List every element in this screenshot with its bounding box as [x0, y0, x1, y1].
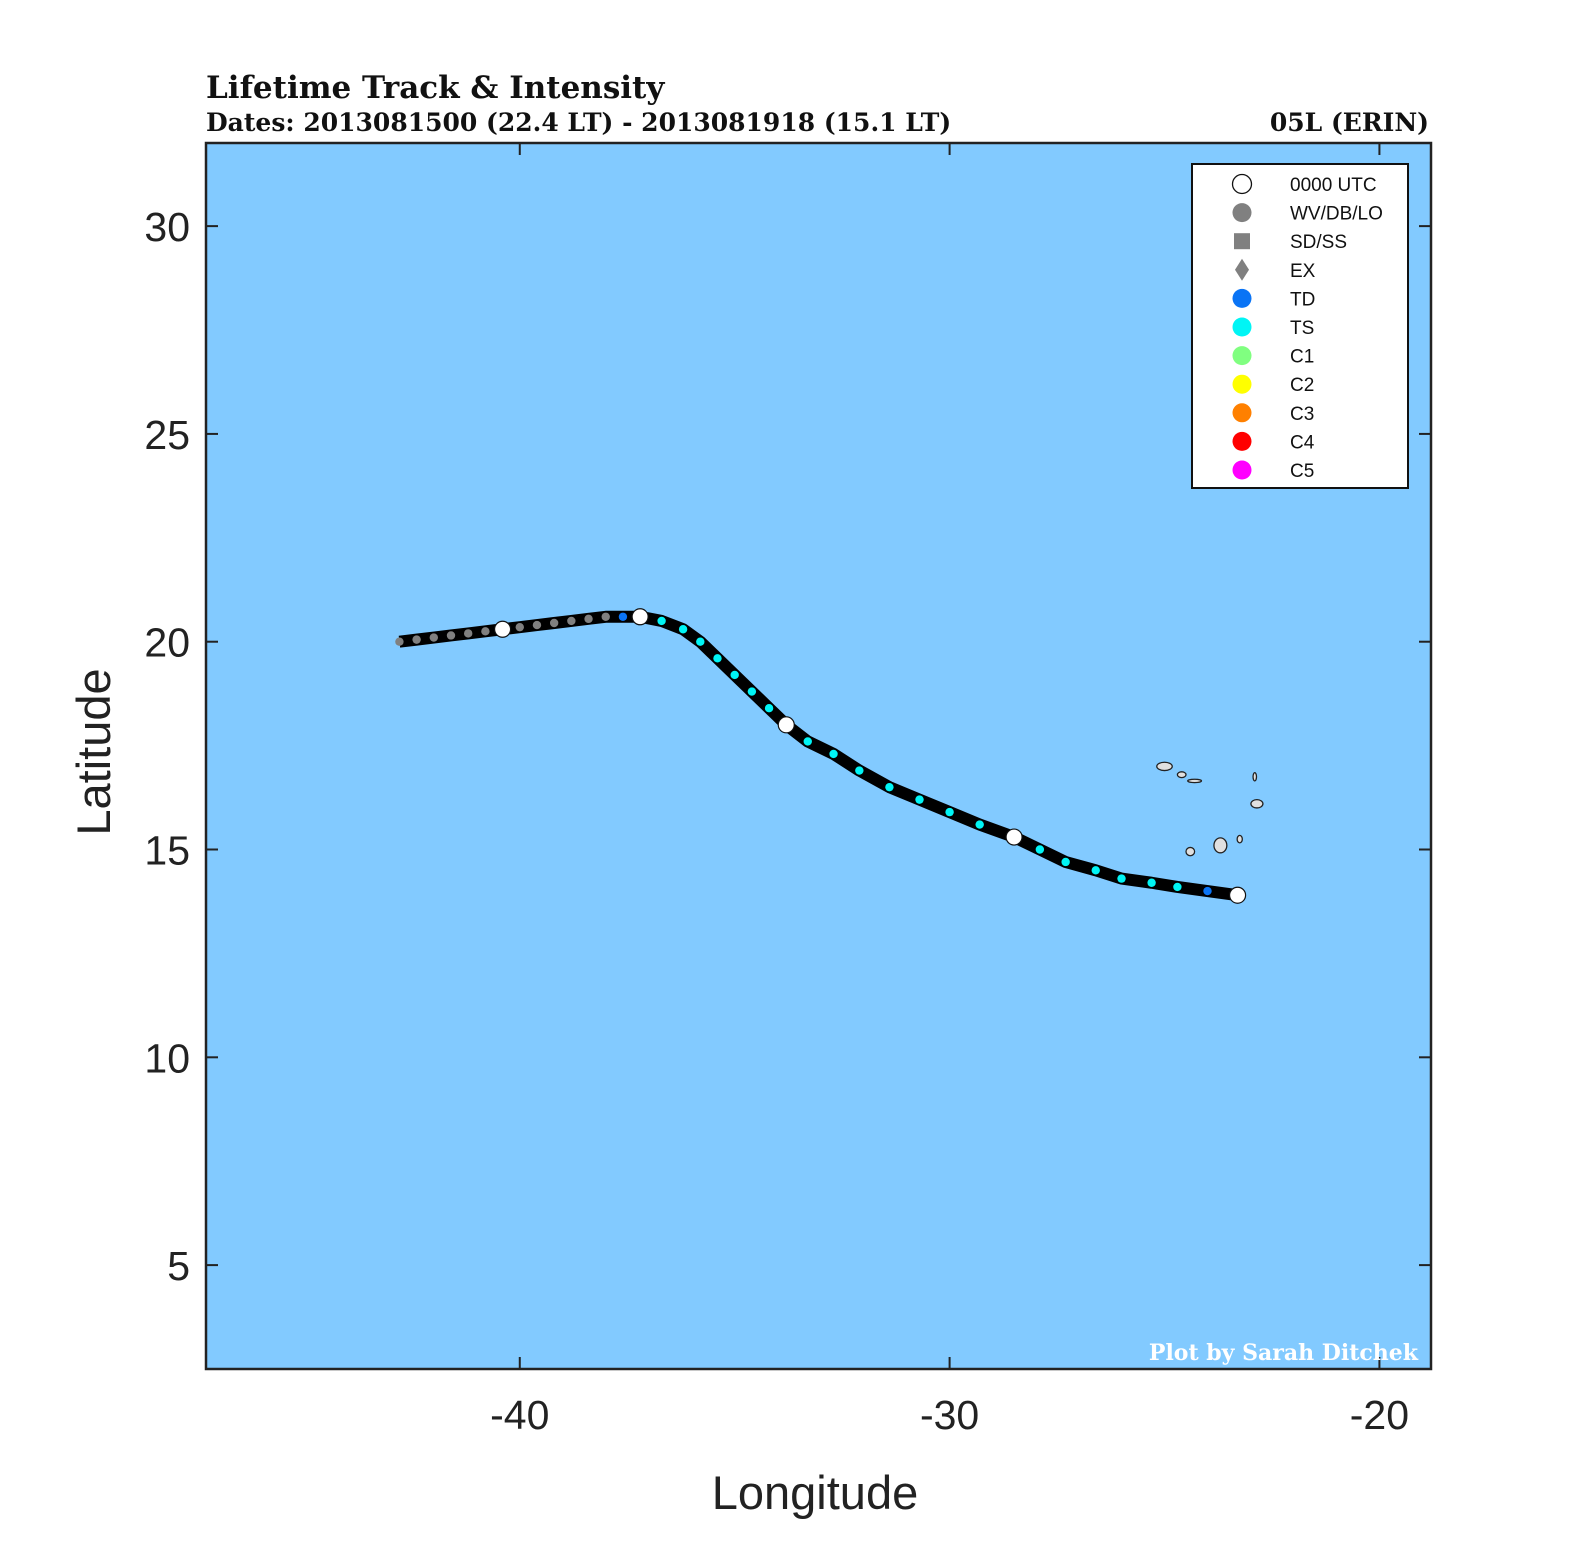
chart-subtitle-dates: Dates: 2013081500 (22.4 LT) - 2013081918… — [206, 108, 951, 137]
island — [1187, 778, 1203, 784]
plot-credit: Plot by Sarah Ditchek — [1149, 1340, 1419, 1366]
track-point-td — [618, 612, 628, 621]
legend-box — [1191, 163, 1409, 489]
legend-marker-ex — [1235, 258, 1249, 281]
track-point-ts — [855, 766, 864, 775]
track-point-ts — [657, 616, 666, 626]
legend-marker-c2 — [1232, 374, 1252, 394]
track-point-wv-db-lo — [515, 622, 524, 632]
y-axis-label: Latitude — [67, 668, 120, 835]
legend-marker-0000-utc — [1231, 173, 1253, 195]
x-tick-label: -40 — [490, 1392, 549, 1438]
axis-ticks: -40 -30 -20 5 10 15 20 25 30 — [144, 143, 1431, 1438]
track-point-ts — [829, 749, 838, 759]
x-tick-label: -30 — [920, 1392, 979, 1438]
legend-label: C4 — [1290, 432, 1315, 453]
track-point-ts — [678, 625, 688, 634]
y-tick-label: 10 — [144, 1035, 190, 1081]
points-layer — [395, 608, 1247, 904]
marker-0000-utc — [1228, 886, 1247, 904]
track-point-wv-db-lo — [395, 637, 404, 646]
y-tick-label: 25 — [144, 412, 190, 458]
legend-label: C3 — [1290, 404, 1314, 425]
legend-label: EX — [1290, 261, 1316, 282]
track-point-wv-db-lo — [412, 635, 421, 644]
legend-marker-c4 — [1232, 431, 1252, 451]
track-point-ts — [885, 782, 894, 792]
legend-marker-c3 — [1232, 403, 1252, 423]
x-axis-label: Longitude — [712, 1466, 918, 1519]
legend-marker-c1 — [1232, 346, 1252, 366]
track-point-ts — [1061, 857, 1070, 867]
legend-marker-sd-ss — [1234, 233, 1250, 250]
track-point-ts — [1117, 874, 1126, 883]
chart-subtitle-storm: 05L (ERIN) — [1270, 108, 1429, 137]
y-tick-label: 5 — [167, 1243, 190, 1289]
y-tick-label: 15 — [144, 828, 190, 874]
legend-marker-td — [1232, 288, 1252, 308]
marker-0000-utc — [493, 620, 512, 638]
legend-label: WV/DB/LO — [1290, 204, 1383, 225]
track-point-ts — [1173, 882, 1182, 892]
island — [1250, 798, 1264, 809]
track-point-wv-db-lo — [429, 633, 439, 642]
island — [1252, 771, 1258, 782]
track-point-ts — [1091, 866, 1100, 875]
island — [1185, 846, 1196, 857]
legend-marker-c5 — [1232, 460, 1252, 480]
track-point-ts — [730, 670, 739, 680]
track-point-wv-db-lo — [601, 612, 610, 621]
islands-layer — [1156, 761, 1264, 857]
track-point-wv-db-lo — [549, 618, 559, 628]
track-point-ts — [764, 704, 774, 713]
track-point-ts — [915, 795, 924, 804]
track-point-wv-db-lo — [446, 631, 456, 640]
island — [1213, 837, 1228, 854]
track-point-td — [1203, 886, 1212, 896]
marker-0000-utc — [631, 608, 649, 626]
legend-marker-wv-db-lo — [1232, 203, 1252, 223]
island — [1176, 771, 1187, 779]
track-point-ts — [803, 737, 812, 746]
legend-label: SD/SS — [1290, 232, 1347, 253]
legend-label: C1 — [1290, 347, 1314, 368]
track-point-wv-db-lo — [463, 629, 473, 638]
track-point-wv-db-lo — [481, 627, 490, 636]
legend-label: 0000 UTC — [1290, 175, 1377, 196]
legend-label: C2 — [1290, 375, 1314, 396]
legend: 0000 UTC WV/DB/LO SD/SS EX TD TS C1 C2 C3 C4 C5 — [1191, 163, 1409, 489]
legend-marker-ts — [1232, 317, 1252, 337]
marker-0000-utc — [1005, 828, 1023, 846]
track-point-ts — [975, 820, 984, 829]
track-point-ts — [1035, 845, 1045, 854]
y-tick-label: 20 — [144, 620, 190, 666]
track-point-ts — [1147, 878, 1156, 887]
track-point-ts — [713, 654, 722, 663]
track-point-ts — [945, 807, 954, 817]
marker-0000-utc — [777, 716, 795, 734]
legend-label: TD — [1290, 289, 1315, 310]
track-point-ts — [696, 637, 705, 646]
island — [1236, 834, 1243, 844]
track-point-wv-db-lo — [584, 614, 593, 624]
x-tick-label: -20 — [1350, 1392, 1409, 1438]
island — [1156, 761, 1173, 772]
track-point-ts — [747, 687, 757, 696]
track-point-wv-db-lo — [567, 616, 576, 626]
plot-frame — [204, 141, 1433, 1371]
y-tick-label: 30 — [144, 204, 190, 250]
track-point-wv-db-lo — [532, 620, 542, 630]
legend-label: C5 — [1290, 461, 1314, 482]
legend-label: TS — [1290, 318, 1314, 339]
chart-title: Lifetime Track & Intensity — [206, 70, 665, 106]
